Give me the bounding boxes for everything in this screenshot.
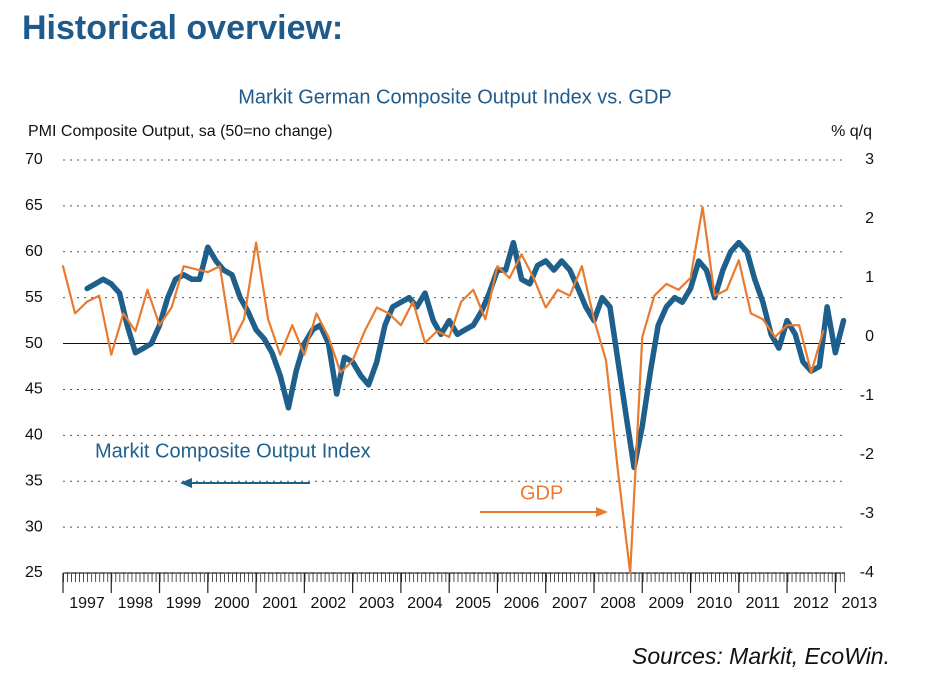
y-tick-label: 60 (25, 243, 43, 260)
x-tick-label: 2003 (359, 595, 395, 612)
x-tick-label: 2010 (697, 595, 733, 612)
x-tick-label: 1999 (166, 595, 202, 612)
y-tick-label: 35 (25, 472, 43, 489)
x-tick-label: 2008 (600, 595, 636, 612)
x-tick-label: 2011 (746, 595, 781, 612)
y-tick-label: 65 (25, 197, 43, 214)
x-tick-label: 2001 (262, 595, 298, 612)
y-tick-label: 70 (25, 151, 43, 168)
y-tick-label: 30 (25, 518, 43, 535)
x-tick-label: 2007 (552, 595, 588, 612)
y-tick-label: 45 (25, 381, 43, 398)
minor-ticks (63, 573, 845, 582)
y-axis-label: PMI Composite Output, sa (50=no change) (28, 123, 333, 140)
y-tick-label: 40 (25, 427, 43, 444)
legend-label: GDP (520, 482, 563, 504)
y2-tick-label: -4 (860, 564, 874, 581)
y-tick-label: 25 (25, 564, 43, 581)
x-tick-label: 2012 (793, 595, 829, 612)
x-tick-label: 1997 (69, 595, 105, 612)
y2-tick-label: 3 (865, 151, 874, 168)
x-tick-label: 2004 (407, 595, 443, 612)
x-tick-label: 2005 (455, 595, 491, 612)
y2-tick-label: -2 (860, 446, 874, 463)
x-tick-label: 2013 (842, 595, 878, 612)
series-line (84, 239, 847, 471)
page-title: Historical overview: (22, 9, 343, 47)
chart-title: Markit German Composite Output Index vs.… (238, 86, 672, 108)
legend-arrowhead (596, 507, 608, 517)
y2-tick-label: -1 (860, 387, 874, 404)
x-tick-label: 1998 (117, 595, 153, 612)
source: Sources: Markit, EcoWin. (632, 643, 890, 669)
x-tick-label: 2006 (504, 595, 540, 612)
x-tick-label: 2002 (311, 595, 347, 612)
y-tick-label: 55 (25, 289, 43, 306)
y2-axis-label: % q/q (831, 123, 872, 140)
legend-arrowhead (180, 478, 192, 488)
series-line (61, 206, 825, 575)
y2-tick-label: 1 (865, 269, 874, 286)
y-tick-label: 50 (25, 335, 43, 352)
y2-tick-label: 2 (865, 210, 874, 227)
legend-label: Markit Composite Output Index (95, 440, 371, 462)
plot: 25 30 35 40 45 50 55 60 65 70 -4 -3 -2 -1 0 1 2 3 1997 1998… (25, 151, 877, 612)
y2-tick-label: -3 (860, 505, 874, 522)
x-tick-label: 2000 (214, 595, 250, 612)
x-tick-label: 2009 (648, 595, 684, 612)
y2-tick-label: 0 (865, 328, 874, 345)
